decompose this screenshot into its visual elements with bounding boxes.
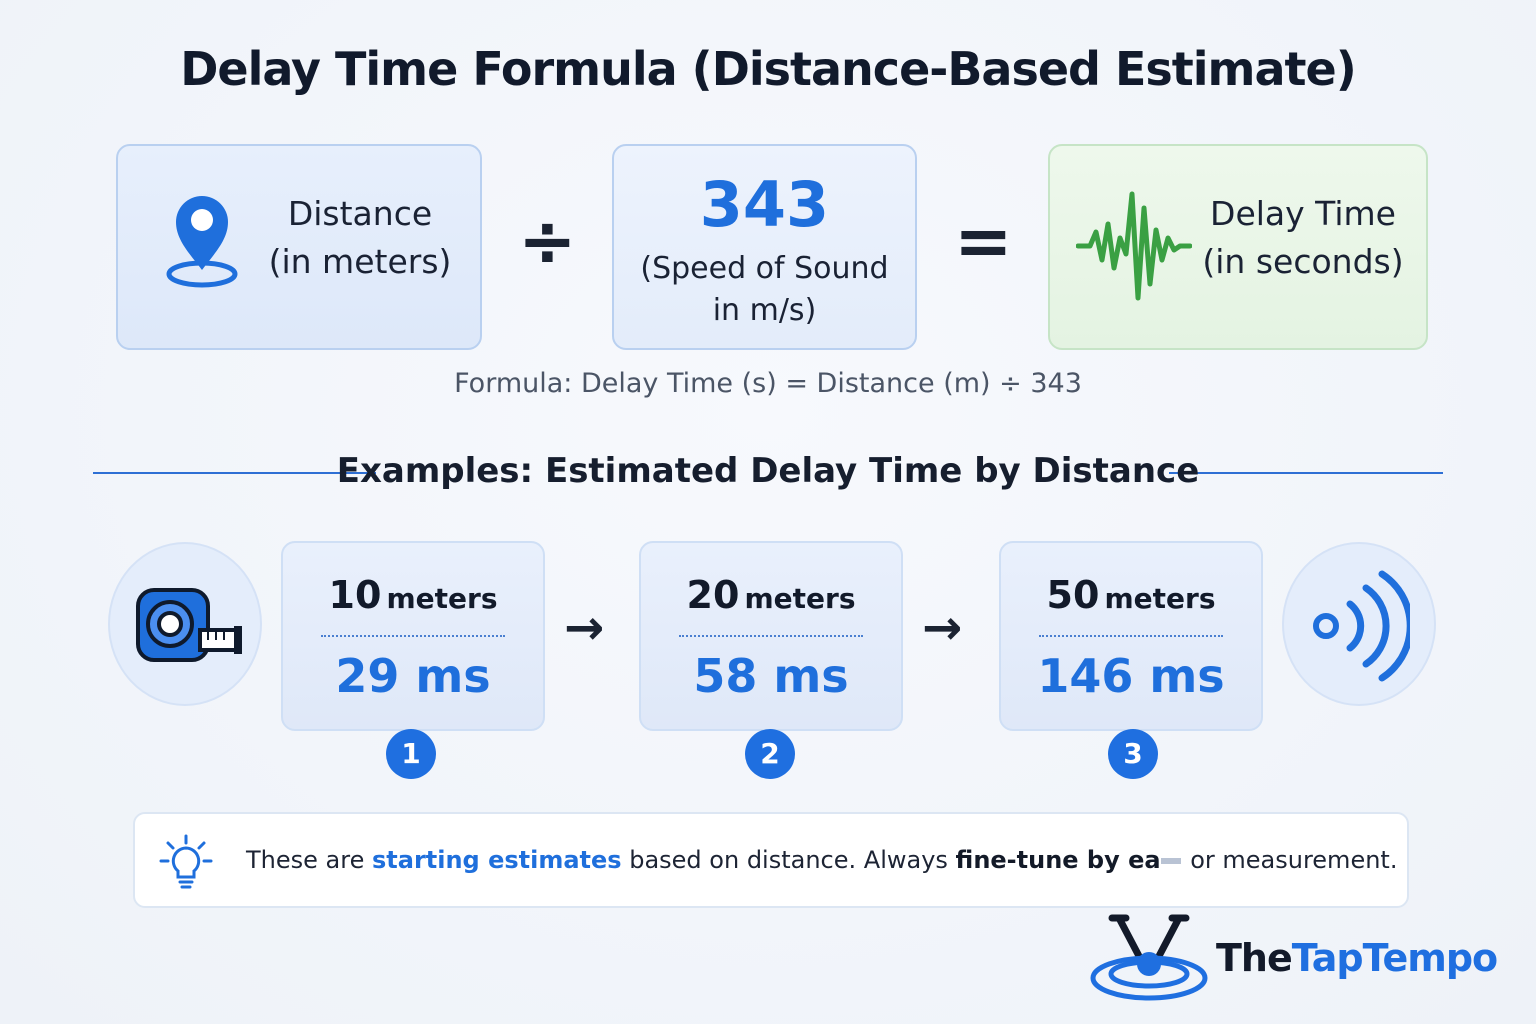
waveform-icon <box>1076 191 1192 301</box>
speed-value: 343 <box>699 168 830 241</box>
delay-value: 29 ms <box>335 649 491 703</box>
speed-label-line1: (Speed of Sound <box>640 251 889 286</box>
tip-part1: These are <box>246 846 372 874</box>
example-distance: 10 meters <box>283 573 543 617</box>
example-distance: 20 meters <box>641 573 901 617</box>
step-badge-1: 1 <box>386 729 436 779</box>
example-card-2: 20 meters 58 ms <box>639 541 903 731</box>
examples-heading: Examples: Estimated Delay Time by Distan… <box>336 451 1200 491</box>
heading-rule-right <box>1169 472 1443 474</box>
tape-measure-circle <box>108 542 262 706</box>
tuning-fork-logo-icon <box>1090 914 1208 1001</box>
distance-card: Distance (in meters) <box>116 144 482 350</box>
delay-label-group: Delay Time (in seconds) <box>1200 190 1406 286</box>
location-pin-icon <box>166 196 238 288</box>
tip-highlight-fine-tune: fine-tune by ea <box>955 846 1161 874</box>
brand-logo-text: TheTapTempo <box>1216 936 1498 980</box>
arrow-icon: → <box>564 600 605 656</box>
dotted-divider <box>1039 635 1223 637</box>
logo-part-the: The <box>1216 936 1293 980</box>
speed-label-group: (Speed of Sound in m/s) <box>614 248 915 332</box>
distance-label: Distance <box>287 194 433 233</box>
smudged-text <box>1160 858 1181 864</box>
delay-value: 58 ms <box>693 649 849 703</box>
distance-unit: meters <box>1104 582 1216 615</box>
delay-label: Delay Time <box>1210 194 1396 233</box>
heading-rule-left <box>93 472 376 474</box>
distance-value: 20 <box>686 573 740 617</box>
sound-waves-circle <box>1282 542 1436 706</box>
delay-unit: (in seconds) <box>1202 241 1404 281</box>
tip-highlight-starting-estimates: starting estimates <box>371 846 622 874</box>
example-card-1: 10 meters 29 ms <box>281 541 545 731</box>
speed-of-sound-card: 343 (Speed of Sound in m/s) <box>612 144 917 350</box>
dotted-divider <box>321 635 505 637</box>
equals-symbol: = <box>954 200 1013 282</box>
tip-part3: or measurement. <box>1182 846 1398 874</box>
distance-unit: (in meters) <box>268 241 452 281</box>
distance-value: 10 <box>328 573 382 617</box>
step-badge-2: 2 <box>745 729 795 779</box>
page-title: Delay Time Formula (Distance-Based Estim… <box>180 42 1356 96</box>
tip-part2: based on distance. Always <box>621 846 956 874</box>
example-card-3: 50 meters 146 ms <box>999 541 1263 731</box>
sound-waves-icon <box>1313 570 1410 682</box>
delay-value: 146 ms <box>1037 649 1225 703</box>
arrow-icon: → <box>922 600 963 656</box>
tape-measure-icon <box>136 588 242 662</box>
delay-time-card: Delay Time (in seconds) <box>1048 144 1428 350</box>
lightbulb-icon <box>159 834 213 889</box>
tip-box: These are starting estimates based on di… <box>133 812 1409 908</box>
distance-unit: meters <box>744 582 856 615</box>
distance-unit: meters <box>386 582 498 615</box>
example-distance: 50 meters <box>1001 573 1261 617</box>
tip-text: These are starting estimates based on di… <box>246 846 1397 874</box>
divide-symbol: ÷ <box>518 200 577 282</box>
speed-label-line2: in m/s) <box>712 293 817 328</box>
logo-part-taptempo: TapTempo <box>1291 936 1498 980</box>
step-badge-3: 3 <box>1108 729 1158 779</box>
formula-text: Formula: Delay Time (s) = Distance (m) ÷… <box>454 368 1082 399</box>
dotted-divider <box>679 635 863 637</box>
distance-label-group: Distance (in meters) <box>268 190 452 286</box>
distance-value: 50 <box>1046 573 1100 617</box>
